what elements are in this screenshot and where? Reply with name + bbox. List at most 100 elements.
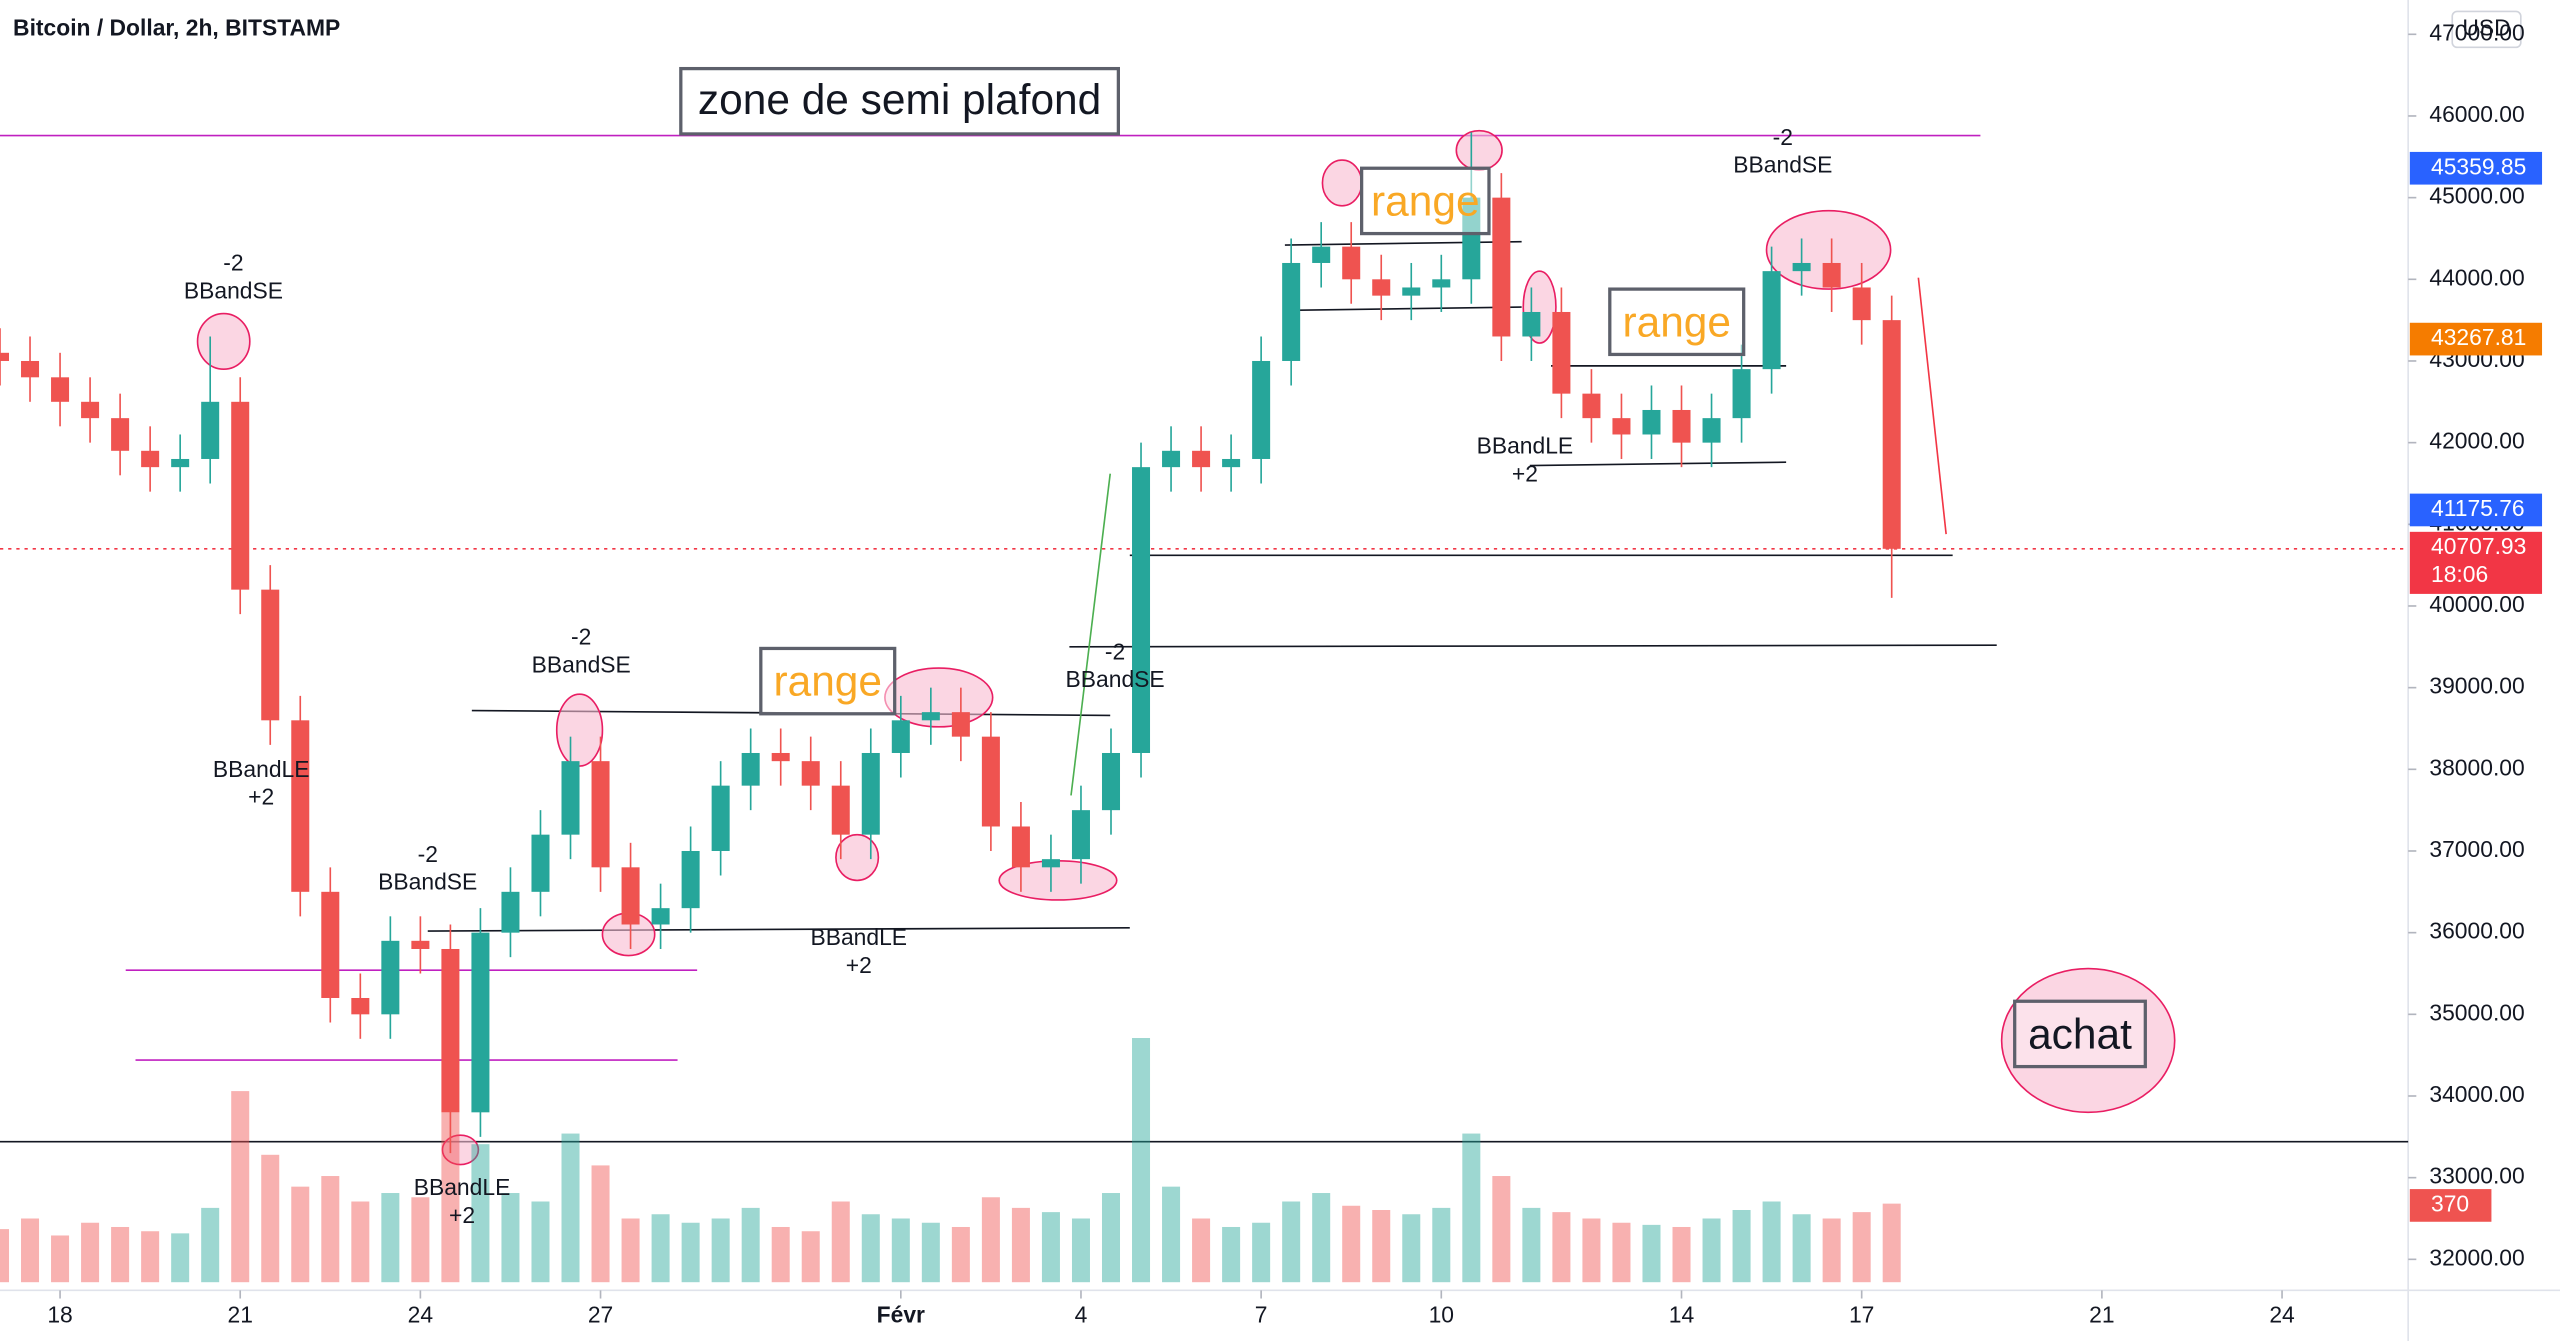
volume-bar	[741, 1207, 760, 1283]
volume-bar	[1642, 1224, 1661, 1283]
signal-label: +2	[1512, 460, 1538, 486]
signal-label: BBandSE	[532, 651, 631, 677]
volume-bar	[771, 1226, 790, 1283]
signal-label: -2	[571, 624, 591, 650]
candle-body	[1432, 279, 1451, 288]
ellipse	[441, 1134, 480, 1166]
candle-body	[1642, 409, 1661, 435]
signal-label: BBandSE	[378, 869, 477, 895]
x-tick-label: 7	[1255, 1302, 1268, 1328]
y-tick-label: 44000.00	[2429, 264, 2524, 290]
candle-body	[561, 761, 580, 835]
price-tag	[2409, 322, 2543, 356]
candle-body	[1852, 287, 1871, 321]
currency: USD	[2462, 14, 2510, 40]
y-tick-label: 42000.00	[2429, 428, 2524, 454]
signal-label: -2	[418, 841, 438, 867]
candle-body	[1041, 859, 1060, 868]
candle-body	[1552, 311, 1571, 394]
volume-bar	[711, 1218, 730, 1283]
volume-bar	[651, 1214, 670, 1283]
candle-body	[231, 401, 250, 590]
candle-body	[1011, 826, 1030, 868]
volume-bar	[501, 1193, 520, 1283]
volume-bar	[681, 1222, 700, 1283]
volume-bar	[591, 1165, 610, 1283]
price-tag	[2409, 493, 2543, 527]
candle-body	[531, 834, 550, 892]
candle-body	[831, 785, 850, 835]
signal-label: BBandSE	[184, 277, 283, 303]
note-box	[1608, 287, 1746, 357]
highlights	[196, 129, 2176, 1166]
volume-bar	[1192, 1218, 1211, 1283]
candle-body	[501, 891, 520, 933]
candle-body	[291, 720, 310, 892]
h-line	[1529, 461, 1787, 467]
candle-body	[1342, 246, 1361, 280]
volume-bar	[831, 1201, 850, 1283]
h-line	[1069, 644, 1997, 648]
candle-body	[1312, 246, 1331, 263]
volume-bar	[261, 1154, 280, 1283]
candle-body	[981, 736, 1000, 827]
candle-body	[1132, 467, 1151, 753]
volume-bar	[1762, 1201, 1781, 1283]
volume-bar	[1822, 1218, 1841, 1283]
signal-label: BBandSE	[1066, 666, 1165, 692]
volume-bar	[381, 1193, 400, 1283]
currency-box	[2451, 10, 2522, 49]
volume-bar	[81, 1222, 100, 1283]
price-tag-timer: 18:06	[2431, 561, 2488, 587]
x-tick-label: 17	[1849, 1302, 1874, 1328]
volume-bar	[1432, 1207, 1451, 1283]
note: achat	[2028, 1010, 2132, 1057]
candle-body	[711, 785, 730, 851]
candle-body	[1792, 262, 1811, 272]
trend-arrow	[1070, 473, 1112, 796]
price-axis-bg	[2408, 0, 2560, 1341]
candle-body	[111, 418, 130, 451]
volume-bar	[1522, 1207, 1541, 1283]
candle-body	[1702, 418, 1721, 443]
ellipse	[196, 312, 251, 370]
signal-label: +2	[449, 1202, 475, 1228]
volume-bar	[1222, 1226, 1241, 1283]
ellipse	[555, 693, 604, 767]
candle-body	[1101, 752, 1121, 811]
candle-body	[741, 752, 760, 786]
x-tick-label: 21	[2089, 1302, 2114, 1328]
x-tick-label: 24	[2269, 1302, 2295, 1328]
volume-bar	[1882, 1203, 1901, 1283]
ellipse	[835, 833, 880, 882]
volume-bar	[1342, 1205, 1361, 1283]
y-tick-label: 34000.00	[2429, 1081, 2524, 1107]
y-tick-label: 35000.00	[2429, 999, 2524, 1025]
candle-body	[411, 940, 430, 949]
chart-title: Bitcoin / Dollar, 2h, BITSTAMP	[13, 14, 340, 40]
candle-body	[1582, 393, 1601, 419]
volume-bar	[411, 1197, 430, 1283]
candle-body	[1222, 458, 1241, 468]
volume-bar	[141, 1231, 160, 1283]
y-tick-label: 39000.00	[2429, 673, 2524, 699]
candle-body	[1252, 360, 1271, 459]
x-tick-label: Févr	[877, 1302, 925, 1328]
note-box	[759, 646, 897, 716]
y-tick-label: 47000.00	[2429, 19, 2524, 45]
volume-bar	[1041, 1212, 1060, 1283]
plot	[0, 132, 1901, 1283]
note-box	[679, 66, 1120, 136]
candle-body	[1612, 418, 1631, 435]
candle-body	[1192, 450, 1211, 468]
candle-body	[1762, 271, 1781, 370]
candle-body	[261, 589, 280, 721]
ellipse	[1455, 129, 1503, 171]
candle-body	[141, 450, 160, 468]
volume-bar	[531, 1201, 550, 1283]
candle-body	[1732, 369, 1751, 419]
candle-body	[951, 712, 970, 737]
volume-bar	[951, 1226, 970, 1283]
y-tick-label: 46000.00	[2429, 101, 2524, 127]
